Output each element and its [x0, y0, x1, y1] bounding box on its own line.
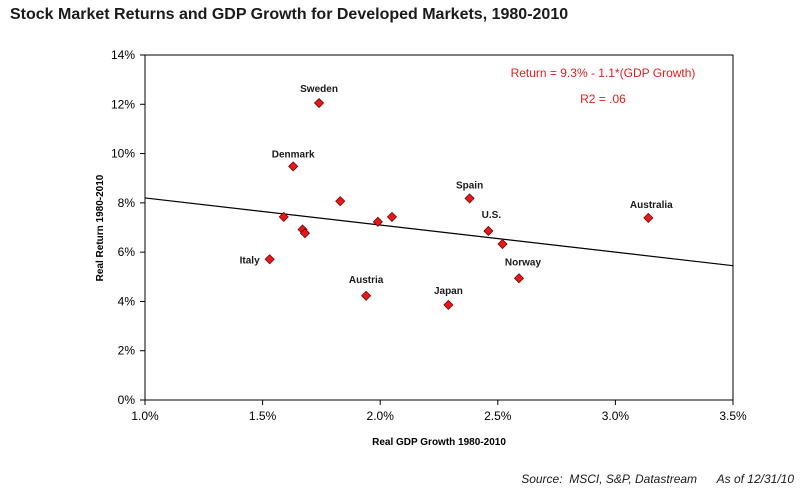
point-label: Sweden — [300, 84, 338, 95]
x-tick-label: 3.5% — [719, 409, 747, 423]
data-point — [278, 211, 289, 222]
data-point — [335, 196, 346, 207]
point-label: Australia — [630, 200, 673, 211]
data-points — [264, 97, 654, 310]
as-of-date: As of 12/31/10 — [716, 472, 794, 486]
x-axis-title: Real GDP Growth 1980-2010 — [372, 437, 506, 448]
point-label: Japan — [434, 286, 463, 297]
data-point — [513, 273, 525, 284]
regression-equation: Return = 9.3% - 1.1*(GDP Growth) — [511, 66, 696, 80]
y-tick-label: 14% — [111, 48, 135, 62]
y-tick-label: 8% — [118, 196, 136, 210]
source-text: Source: MSCI, S&P, Datastream — [521, 472, 698, 486]
point-label: Spain — [456, 180, 483, 191]
point-labels: Sweden Denmark Italy Austria Spain U.S. Norway… — [240, 84, 674, 297]
y-tick-label: 0% — [118, 393, 136, 407]
y-tick-label: 12% — [111, 97, 135, 111]
point-label: Denmark — [272, 149, 315, 160]
data-point — [483, 225, 494, 237]
y-tick-label: 2% — [118, 344, 136, 358]
data-point — [497, 238, 508, 250]
x-tick-label: 2.5% — [484, 409, 512, 423]
x-axis: 1.0% 1.5% 2.0% 2.5% 3.0% 3.5% — [131, 400, 747, 423]
plot-area — [144, 54, 734, 401]
data-point — [464, 193, 475, 204]
data-point — [372, 216, 383, 227]
chart-title: Stock Market Returns and GDP Growth for … — [10, 6, 569, 23]
data-point — [386, 211, 398, 222]
data-point — [299, 228, 311, 239]
data-point — [443, 299, 454, 310]
point-label: Norway — [505, 257, 542, 268]
point-label: Austria — [349, 275, 384, 286]
r-squared-label: R2 = .06 — [580, 92, 626, 106]
x-tick-label: 2.0% — [367, 409, 395, 423]
y-axis: 0% 2% 4% 6% 8% 10% 12% 14% — [111, 48, 145, 407]
point-label: Italy — [240, 255, 260, 266]
point-label: U.S. — [482, 210, 502, 221]
y-tick-label: 6% — [118, 245, 136, 259]
x-tick-label: 1.0% — [131, 409, 159, 423]
y-tick-label: 4% — [118, 294, 136, 308]
data-point — [288, 161, 299, 172]
source-line: Source: MSCI, S&P, Datastream As of 12/3… — [521, 472, 794, 486]
y-axis-title: Real Return 1980-2010 — [95, 174, 106, 281]
data-point — [361, 290, 372, 301]
x-tick-label: 1.5% — [249, 409, 277, 423]
data-point — [643, 212, 654, 223]
trend-line — [144, 197, 734, 267]
x-tick-label: 3.0% — [602, 409, 630, 423]
data-point — [313, 97, 325, 109]
data-point — [264, 254, 275, 265]
y-tick-label: 10% — [111, 147, 135, 161]
